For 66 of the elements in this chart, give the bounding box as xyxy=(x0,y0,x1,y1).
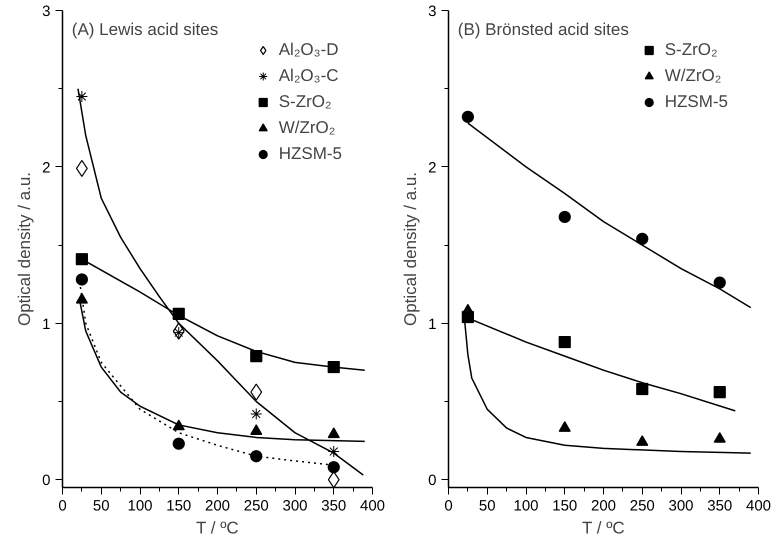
point xyxy=(250,408,262,420)
point xyxy=(250,350,262,362)
y-tick-label: 2 xyxy=(428,159,436,176)
x-tick-label: 300 xyxy=(668,498,694,514)
legend-label: S-ZrO₂ xyxy=(664,40,718,60)
x-tick-label: 200 xyxy=(204,498,230,514)
text: (A) Lewis acid sites xyxy=(72,20,218,40)
x-tick-label: 100 xyxy=(127,498,153,514)
x-tick-label: 250 xyxy=(244,498,269,514)
line-series xyxy=(77,88,364,476)
legend-label: W/ZrO₂ xyxy=(664,66,722,86)
point xyxy=(714,276,726,289)
x-tick-label: 250 xyxy=(630,498,655,514)
point xyxy=(558,421,571,432)
x-tick-label: 100 xyxy=(513,498,539,514)
x-tick-label: 350 xyxy=(707,498,732,514)
y-tick-label: 2 xyxy=(42,159,50,176)
legend-label: W/ZrO₂ xyxy=(278,118,336,138)
x-tick-label: 400 xyxy=(746,498,772,514)
y-tick-label: 0 xyxy=(42,472,50,490)
y-tick-label: 0 xyxy=(428,472,436,490)
x-tick-label: 200 xyxy=(590,498,616,514)
point xyxy=(76,253,88,266)
point xyxy=(462,304,474,315)
legend-label: HZSM-5 xyxy=(664,92,728,112)
point xyxy=(328,446,340,458)
y-tick-label: 1 xyxy=(42,316,50,333)
point xyxy=(714,386,726,398)
legend-label: S-ZrO₂ xyxy=(278,92,332,112)
x-tick-label: 150 xyxy=(552,498,578,514)
y-tick-label: 3 xyxy=(428,3,436,20)
legend-label: Al₂O₃-D xyxy=(278,40,339,60)
y-tick-label: 1 xyxy=(428,316,436,333)
x-tick-label: 300 xyxy=(282,498,308,514)
legend-label: HZSM-5 xyxy=(278,144,342,164)
point xyxy=(636,232,648,245)
point xyxy=(558,210,571,224)
point xyxy=(172,326,185,339)
point xyxy=(76,273,88,286)
y-axis-title: Optical density / a.u. xyxy=(15,172,34,326)
text: (B) Brönsted acid sites xyxy=(458,20,629,40)
point xyxy=(636,435,648,446)
x-tick-label: 50 xyxy=(478,498,496,514)
point xyxy=(714,432,726,443)
x-tick-label: 0 xyxy=(58,498,67,514)
x-tick-label: 400 xyxy=(360,498,386,514)
point xyxy=(328,461,340,474)
x-axis-title: T / ºC xyxy=(196,518,239,538)
x-tick-label: 350 xyxy=(321,498,346,514)
point xyxy=(76,90,88,103)
x-tick-label: 50 xyxy=(92,498,110,514)
point xyxy=(328,427,340,438)
point xyxy=(636,382,648,396)
point xyxy=(462,110,474,123)
point xyxy=(250,450,262,462)
point xyxy=(328,471,340,488)
x-tick-label: 0 xyxy=(444,498,453,514)
point xyxy=(250,424,262,435)
x-tick-label: 150 xyxy=(166,498,192,514)
point xyxy=(172,438,185,450)
legend-label: Al₂O₃-C xyxy=(278,66,339,86)
x-axis-title: T / ºC xyxy=(582,518,625,538)
y-tick-label: 3 xyxy=(42,3,50,20)
y-axis-title: Optical density / a.u. xyxy=(401,172,420,326)
point xyxy=(558,336,571,348)
point xyxy=(250,384,262,401)
